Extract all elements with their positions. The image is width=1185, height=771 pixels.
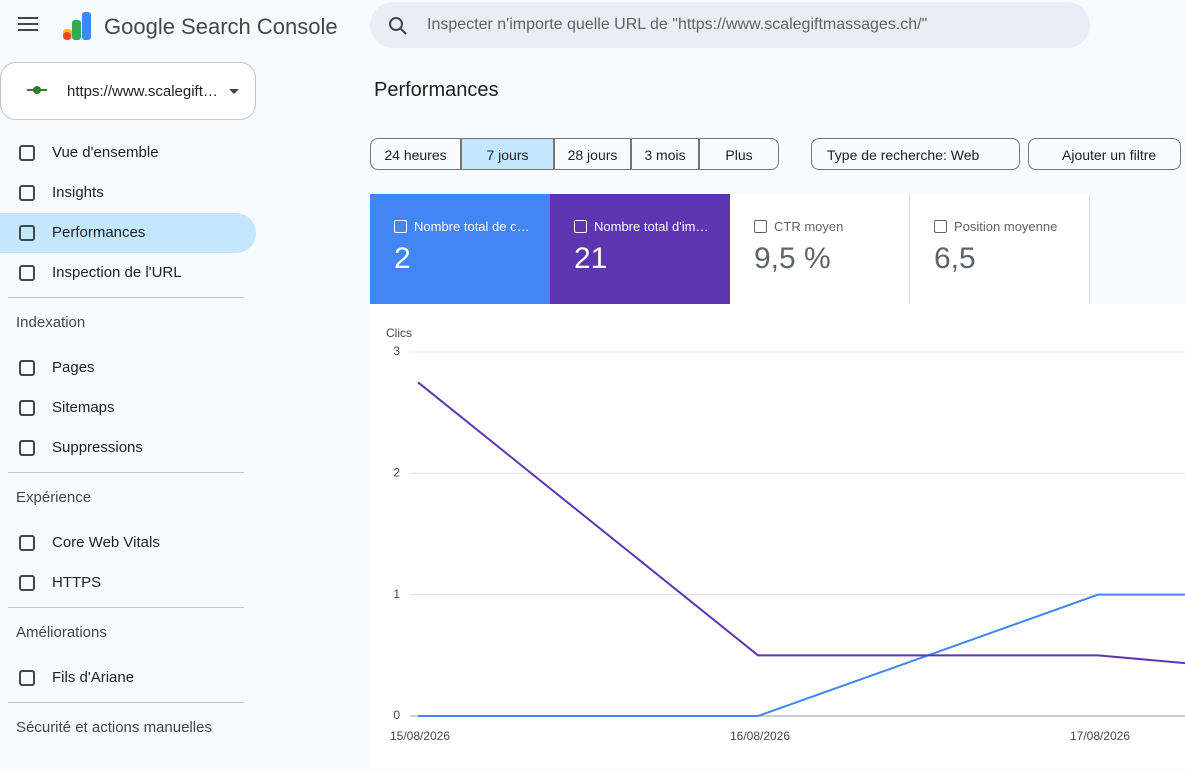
divider [8,297,244,298]
nav-item[interactable]: Fils d'Ariane [0,658,256,698]
nav-item[interactable]: Suppressions [0,428,256,468]
app-title: Google Search Console [104,14,338,39]
nav-label: HTTPS [52,574,102,591]
nav-label: Insights [52,184,104,201]
x-tick-label: 17/08/2026 [1070,729,1130,743]
y-axis-label: Clics [386,326,412,340]
section-title[interactable]: Indexation [16,314,86,331]
nav-icon [19,575,35,591]
metric-card[interactable]: CTR moyen 9,5 % [730,194,910,304]
x-tick-label: 16/08/2026 [730,729,790,743]
nav-icon [19,670,35,686]
checkbox [754,220,767,233]
metric-value: 21 [574,242,608,275]
metric-card[interactable]: Position moyenne 6,5 [910,194,1090,304]
nav-label: Suppressions [52,439,143,456]
metric-label: CTR moyen [774,219,844,234]
divider [8,702,244,703]
metric-card[interactable]: Nombre total d'im… 21 [550,194,730,304]
date-range-chip[interactable]: 28 jours [554,138,631,170]
date-range-chip[interactable]: Plus [699,138,779,170]
date-range-chip[interactable]: 7 jours [461,138,554,170]
nav-label: Performances [52,224,146,241]
nav-label: Vue d'ensemble [52,144,159,161]
chart: Clics 0 1 2 3 15/08/2026 16/08/2026 17/08/2026 [370,304,1185,768]
section-title[interactable]: Expérience [16,489,92,506]
nav-icon [19,400,35,416]
metric-label: Nombre total de c… [414,219,530,234]
chart-background [370,304,1185,768]
nav-icon [19,440,35,456]
nav-icon [19,225,35,241]
nav-item[interactable]: HTTPS [0,563,256,603]
y-tick-label: 1 [393,587,400,601]
sidebar: https://www.scalegift… Vue d'ensemble Ins… [0,56,256,771]
property-selector[interactable]: https://www.scalegift… [0,62,256,120]
section-title[interactable]: Améliorations [16,624,107,641]
nav-item[interactable]: Sitemaps [0,388,256,428]
date-range-chip[interactable]: 24 heures [370,138,461,170]
logo [63,12,91,40]
series-line [417,381,1185,665]
x-tick-label: 15/08/2026 [390,729,450,743]
metric-label: Position moyenne [954,219,1058,234]
search-icon [389,17,407,35]
nav-item[interactable]: Vue d'ensemble [0,133,256,173]
add-filter-chip[interactable]: Ajouter un filtre [1028,138,1181,170]
nav-item[interactable]: Performances [0,213,256,253]
nav-label: Core Web Vitals [52,534,160,551]
y-tick-label: 0 [393,708,400,722]
nav-item[interactable]: Insights [0,173,256,213]
metric-value: 6,5 [934,242,976,275]
metric-card[interactable]: Nombre total de c… 2 [370,194,550,304]
nav-item[interactable]: Inspection de l'URL [0,253,256,293]
nav-label: Pages [52,359,95,376]
menu-button[interactable] [18,16,38,32]
dropdown-arrow [229,89,239,94]
nav-label: Fils d'Ariane [52,669,135,686]
property-url: https://www.scalegift… [67,83,218,100]
divider [8,472,244,473]
nav-icon [19,535,35,551]
y-tick-label: 3 [393,344,400,358]
section-title[interactable]: Sécurité et actions manuelles [16,719,212,736]
nav-label: Inspection de l'URL [52,264,182,281]
nav-icon [19,265,35,281]
search-type-chip[interactable]: Type de recherche: Web [811,138,1020,170]
top-bar: Google Search Console Inspecter n'import… [0,0,1185,56]
divider [8,607,244,608]
metric-label: Nombre total d'im… [594,219,709,234]
checkbox [574,220,587,233]
metric-value: 9,5 % [754,242,831,275]
nav-item[interactable]: Core Web Vitals [0,523,256,563]
property-icon [21,77,53,107]
metric-value: 2 [394,242,411,275]
checkbox [394,220,407,233]
y-tick-label: 2 [393,466,400,480]
checkbox [934,220,947,233]
nav-icon [19,145,35,161]
page-title: Performances [374,79,499,101]
nav-icon [19,360,35,376]
nav-label: Sitemaps [52,399,115,416]
date-range-chip[interactable]: 3 mois [631,138,699,170]
nav-item[interactable]: Pages [0,348,256,388]
search-placeholder: Inspecter n'importe quelle URL de "https… [427,16,928,33]
nav-icon [19,185,35,201]
search-box[interactable]: Inspecter n'importe quelle URL de "https… [370,2,1090,48]
